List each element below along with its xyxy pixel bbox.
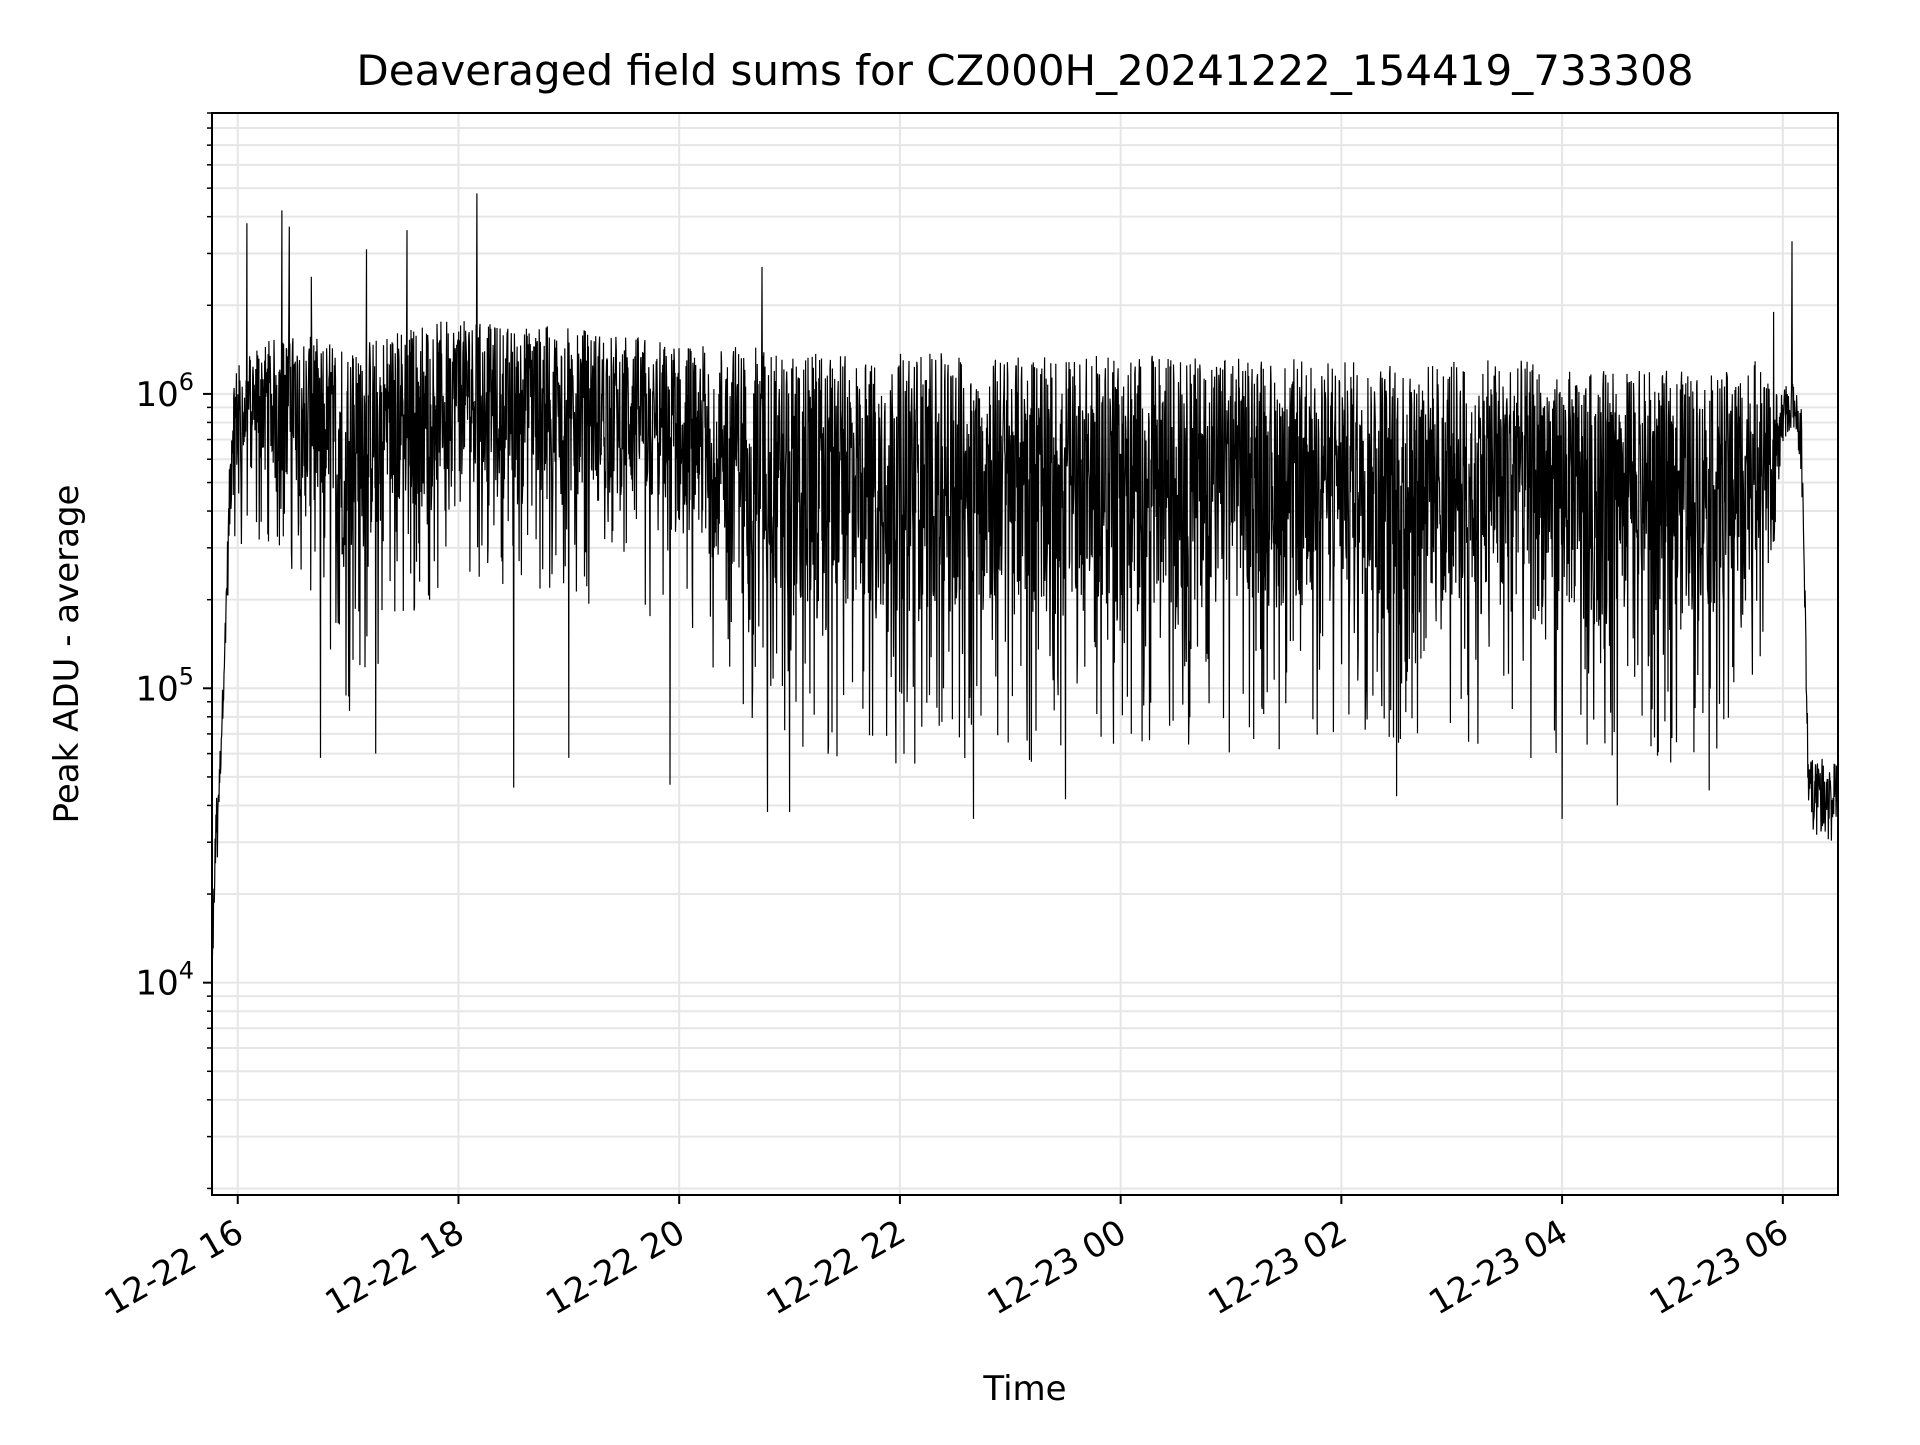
data-area [212,193,1838,973]
y-tick-label: 106 [135,368,194,415]
y-tick-label: 104 [135,957,194,1004]
y-tick-label: 105 [135,662,194,709]
x-axis-label: Time [982,1369,1066,1409]
y-tick-base: 10 [135,669,178,709]
chart-title: Deaveraged field sums for CZ000H_2024122… [356,46,1693,95]
series-line [212,193,1838,973]
y-tick-exponent: 5 [179,662,194,690]
y-tick-exponent: 6 [179,368,194,396]
y-tick-base: 10 [135,964,178,1004]
plot-frame [211,112,1839,1196]
y-axis-label: Peak ADU - average [47,485,87,824]
y-tick-base: 10 [135,375,178,415]
y-tick-exponent: 4 [179,957,194,985]
